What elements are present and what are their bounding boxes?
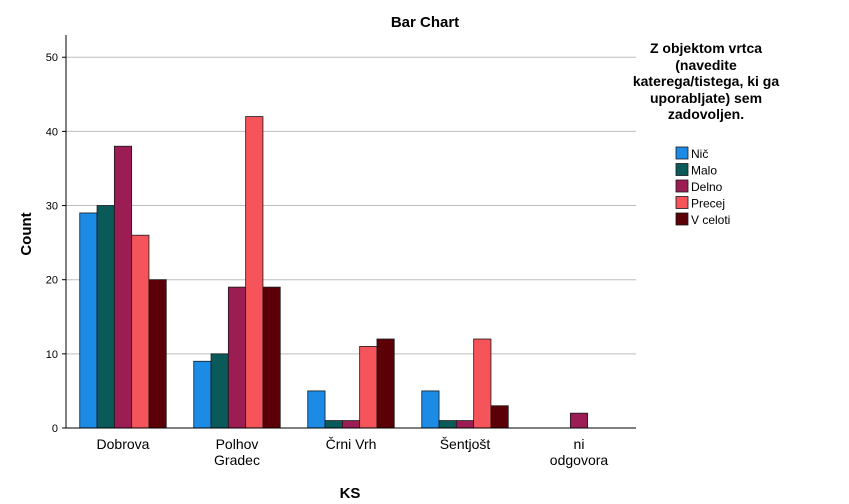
x-tick-label: Šentjošt <box>440 436 491 452</box>
bar <box>193 360 212 429</box>
bar <box>359 346 378 429</box>
x-tick-label: Gradec <box>214 452 260 468</box>
y-tick-label: 30 <box>46 201 58 213</box>
x-tick-label: odgovora <box>550 452 609 468</box>
bar <box>438 420 457 429</box>
bar <box>148 279 167 429</box>
bar <box>113 145 133 429</box>
y-axis-label: Count <box>18 212 35 255</box>
bar <box>131 234 150 429</box>
bar <box>455 420 475 429</box>
legend-label: Delno <box>691 180 723 194</box>
legend-label: Malo <box>691 164 717 178</box>
bar <box>210 353 229 429</box>
legend-swatch <box>675 212 689 226</box>
x-tick-label: Črni Vrh <box>326 436 377 452</box>
legend: Nič Malo Delno Precej V celoti <box>675 146 730 227</box>
legend-swatch <box>675 146 689 160</box>
legend-swatch <box>675 179 689 193</box>
chart-title: Bar Chart <box>391 14 459 31</box>
bar <box>569 412 589 429</box>
bar <box>262 286 281 429</box>
bar <box>79 212 98 429</box>
legend-swatch <box>675 196 689 209</box>
x-tick-label: ni <box>574 436 585 452</box>
bar <box>307 390 326 429</box>
bar <box>245 116 264 429</box>
y-tick-label: 40 <box>46 126 58 138</box>
x-tick-label: Dobrova <box>97 436 150 452</box>
y-tick-label: 20 <box>46 275 58 287</box>
bar <box>421 390 440 429</box>
x-tick-label: Polhov <box>216 436 259 452</box>
x-axis-label: KS <box>340 485 361 499</box>
y-tick-label: 50 <box>46 52 58 64</box>
bar <box>376 338 395 429</box>
legend-label: V celoti <box>691 213 730 227</box>
bar <box>227 286 247 429</box>
bar <box>473 338 492 429</box>
bar <box>324 420 343 429</box>
legend-title: Z objektom vrtca (navedite katerega/tist… <box>632 40 780 122</box>
bars <box>79 116 589 429</box>
y-tick-label: 10 <box>46 349 58 361</box>
legend-label: Nič <box>691 147 708 161</box>
legend-swatch <box>675 163 689 176</box>
bar <box>490 405 509 429</box>
y-tick-label: 0 <box>52 423 58 435</box>
bar <box>96 205 115 429</box>
legend-label: Precej <box>691 197 725 211</box>
bar <box>341 420 361 429</box>
